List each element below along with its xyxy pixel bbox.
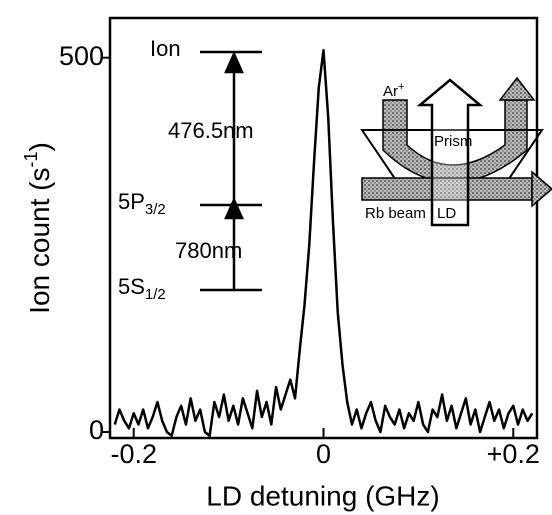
y-tick-label: 500 bbox=[59, 41, 104, 71]
inset-label: Prism bbox=[434, 133, 472, 150]
level-sub: 3/2 bbox=[145, 201, 166, 218]
transition-label: 780nm bbox=[175, 238, 242, 263]
rb-beam-head bbox=[531, 170, 552, 208]
y-title-tail: ) bbox=[24, 142, 55, 151]
x-axis-title: LD detuning (GHz) bbox=[206, 480, 439, 511]
inset-label: Ar+ bbox=[383, 81, 404, 100]
transition-label: 476.5nm bbox=[168, 118, 254, 143]
x-tick-label: +0.2 bbox=[487, 439, 540, 469]
inset-text: Ar bbox=[383, 83, 398, 100]
x-tick-label: -0.2 bbox=[110, 439, 157, 469]
inset-label: Rb beam bbox=[365, 205, 426, 222]
level-diagram bbox=[200, 50, 262, 292]
ar-beam bbox=[382, 99, 528, 184]
arrow-head bbox=[224, 50, 244, 74]
level-text: 5S bbox=[118, 274, 145, 299]
level-sub: 1/2 bbox=[145, 286, 166, 303]
y-axis-title: Ion count (s-1) bbox=[21, 142, 56, 314]
level-label: 5P3/2 bbox=[118, 189, 166, 218]
level-text: 5P bbox=[118, 189, 145, 214]
x-tick-label: 0 bbox=[316, 439, 331, 469]
y-title-text: Ion count (s bbox=[24, 168, 55, 314]
level-label: Ion bbox=[150, 36, 181, 61]
data-line bbox=[113, 48, 534, 437]
plot-frame bbox=[108, 16, 539, 440]
inset-sup: + bbox=[398, 81, 404, 93]
level-label: 5S1/2 bbox=[118, 274, 166, 303]
arrow-head bbox=[224, 196, 244, 220]
y-tick-label: 0 bbox=[89, 415, 104, 445]
ld-beam bbox=[416, 78, 484, 227]
inset-diagram bbox=[360, 76, 552, 227]
y-title-sup: -1 bbox=[21, 152, 41, 168]
ar-beam-head bbox=[498, 76, 536, 101]
inset-label: LD bbox=[437, 205, 456, 222]
